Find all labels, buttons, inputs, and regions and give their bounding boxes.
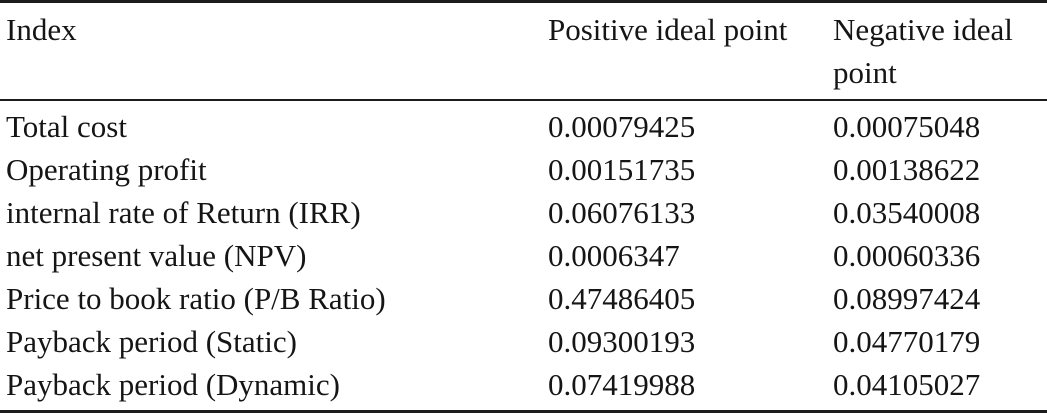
- cell-index: Operating profit: [6, 152, 207, 187]
- cell-index: Price to book ratio (P/B Ratio): [6, 281, 386, 316]
- cell-positive-ideal-point: 0.0006347: [548, 238, 680, 273]
- table-body: Total cost 0.00079425 0.00075048 Operati…: [0, 100, 1047, 412]
- cell-index: Payback period (Static): [6, 324, 297, 359]
- col-header-negative-ideal-point-label: Negative ideal point: [833, 12, 1013, 90]
- table-row: Operating profit 0.00151735 0.00138622: [0, 148, 1047, 191]
- table-row: net present value (NPV) 0.0006347 0.0006…: [0, 234, 1047, 277]
- cell-negative-ideal-point: 0.00075048: [833, 109, 981, 144]
- cell-index: internal rate of Return (IRR): [6, 195, 361, 230]
- col-header-positive-ideal-point: Positive ideal point: [548, 1, 833, 101]
- table-row: Price to book ratio (P/B Ratio) 0.474864…: [0, 277, 1047, 320]
- cell-positive-ideal-point: 0.00079425: [548, 109, 696, 144]
- cell-index: net present value (NPV): [6, 238, 307, 273]
- table-row: Total cost 0.00079425 0.00075048: [0, 100, 1047, 148]
- cell-index: Payback period (Dynamic): [6, 367, 340, 402]
- cell-positive-ideal-point: 0.47486405: [548, 281, 696, 316]
- cell-negative-ideal-point: 0.08997424: [833, 281, 981, 316]
- header-row: Index Positive ideal point Negative idea…: [0, 1, 1047, 101]
- cell-positive-ideal-point: 0.00151735: [548, 152, 696, 187]
- cell-negative-ideal-point: 0.00138622: [833, 152, 981, 187]
- col-header-positive-ideal-point-label: Positive ideal point: [548, 12, 788, 47]
- cell-positive-ideal-point: 0.07419988: [548, 367, 696, 402]
- cell-index: Total cost: [6, 109, 127, 144]
- table-row: internal rate of Return (IRR) 0.06076133…: [0, 191, 1047, 234]
- table-header: Index Positive ideal point Negative idea…: [0, 1, 1047, 101]
- cell-negative-ideal-point: 0.04770179: [833, 324, 981, 359]
- cell-negative-ideal-point: 0.00060336: [833, 238, 981, 273]
- cell-positive-ideal-point: 0.06076133: [548, 195, 696, 230]
- cell-negative-ideal-point: 0.03540008: [833, 195, 981, 230]
- cell-positive-ideal-point: 0.09300193: [548, 324, 696, 359]
- cell-negative-ideal-point: 0.04105027: [833, 367, 981, 402]
- table-row: Payback period (Dynamic) 0.07419988 0.04…: [0, 363, 1047, 412]
- col-header-index: Index: [0, 1, 548, 101]
- col-header-negative-ideal-point: Negative ideal point: [833, 1, 1047, 101]
- table-row: Payback period (Static) 0.09300193 0.047…: [0, 320, 1047, 363]
